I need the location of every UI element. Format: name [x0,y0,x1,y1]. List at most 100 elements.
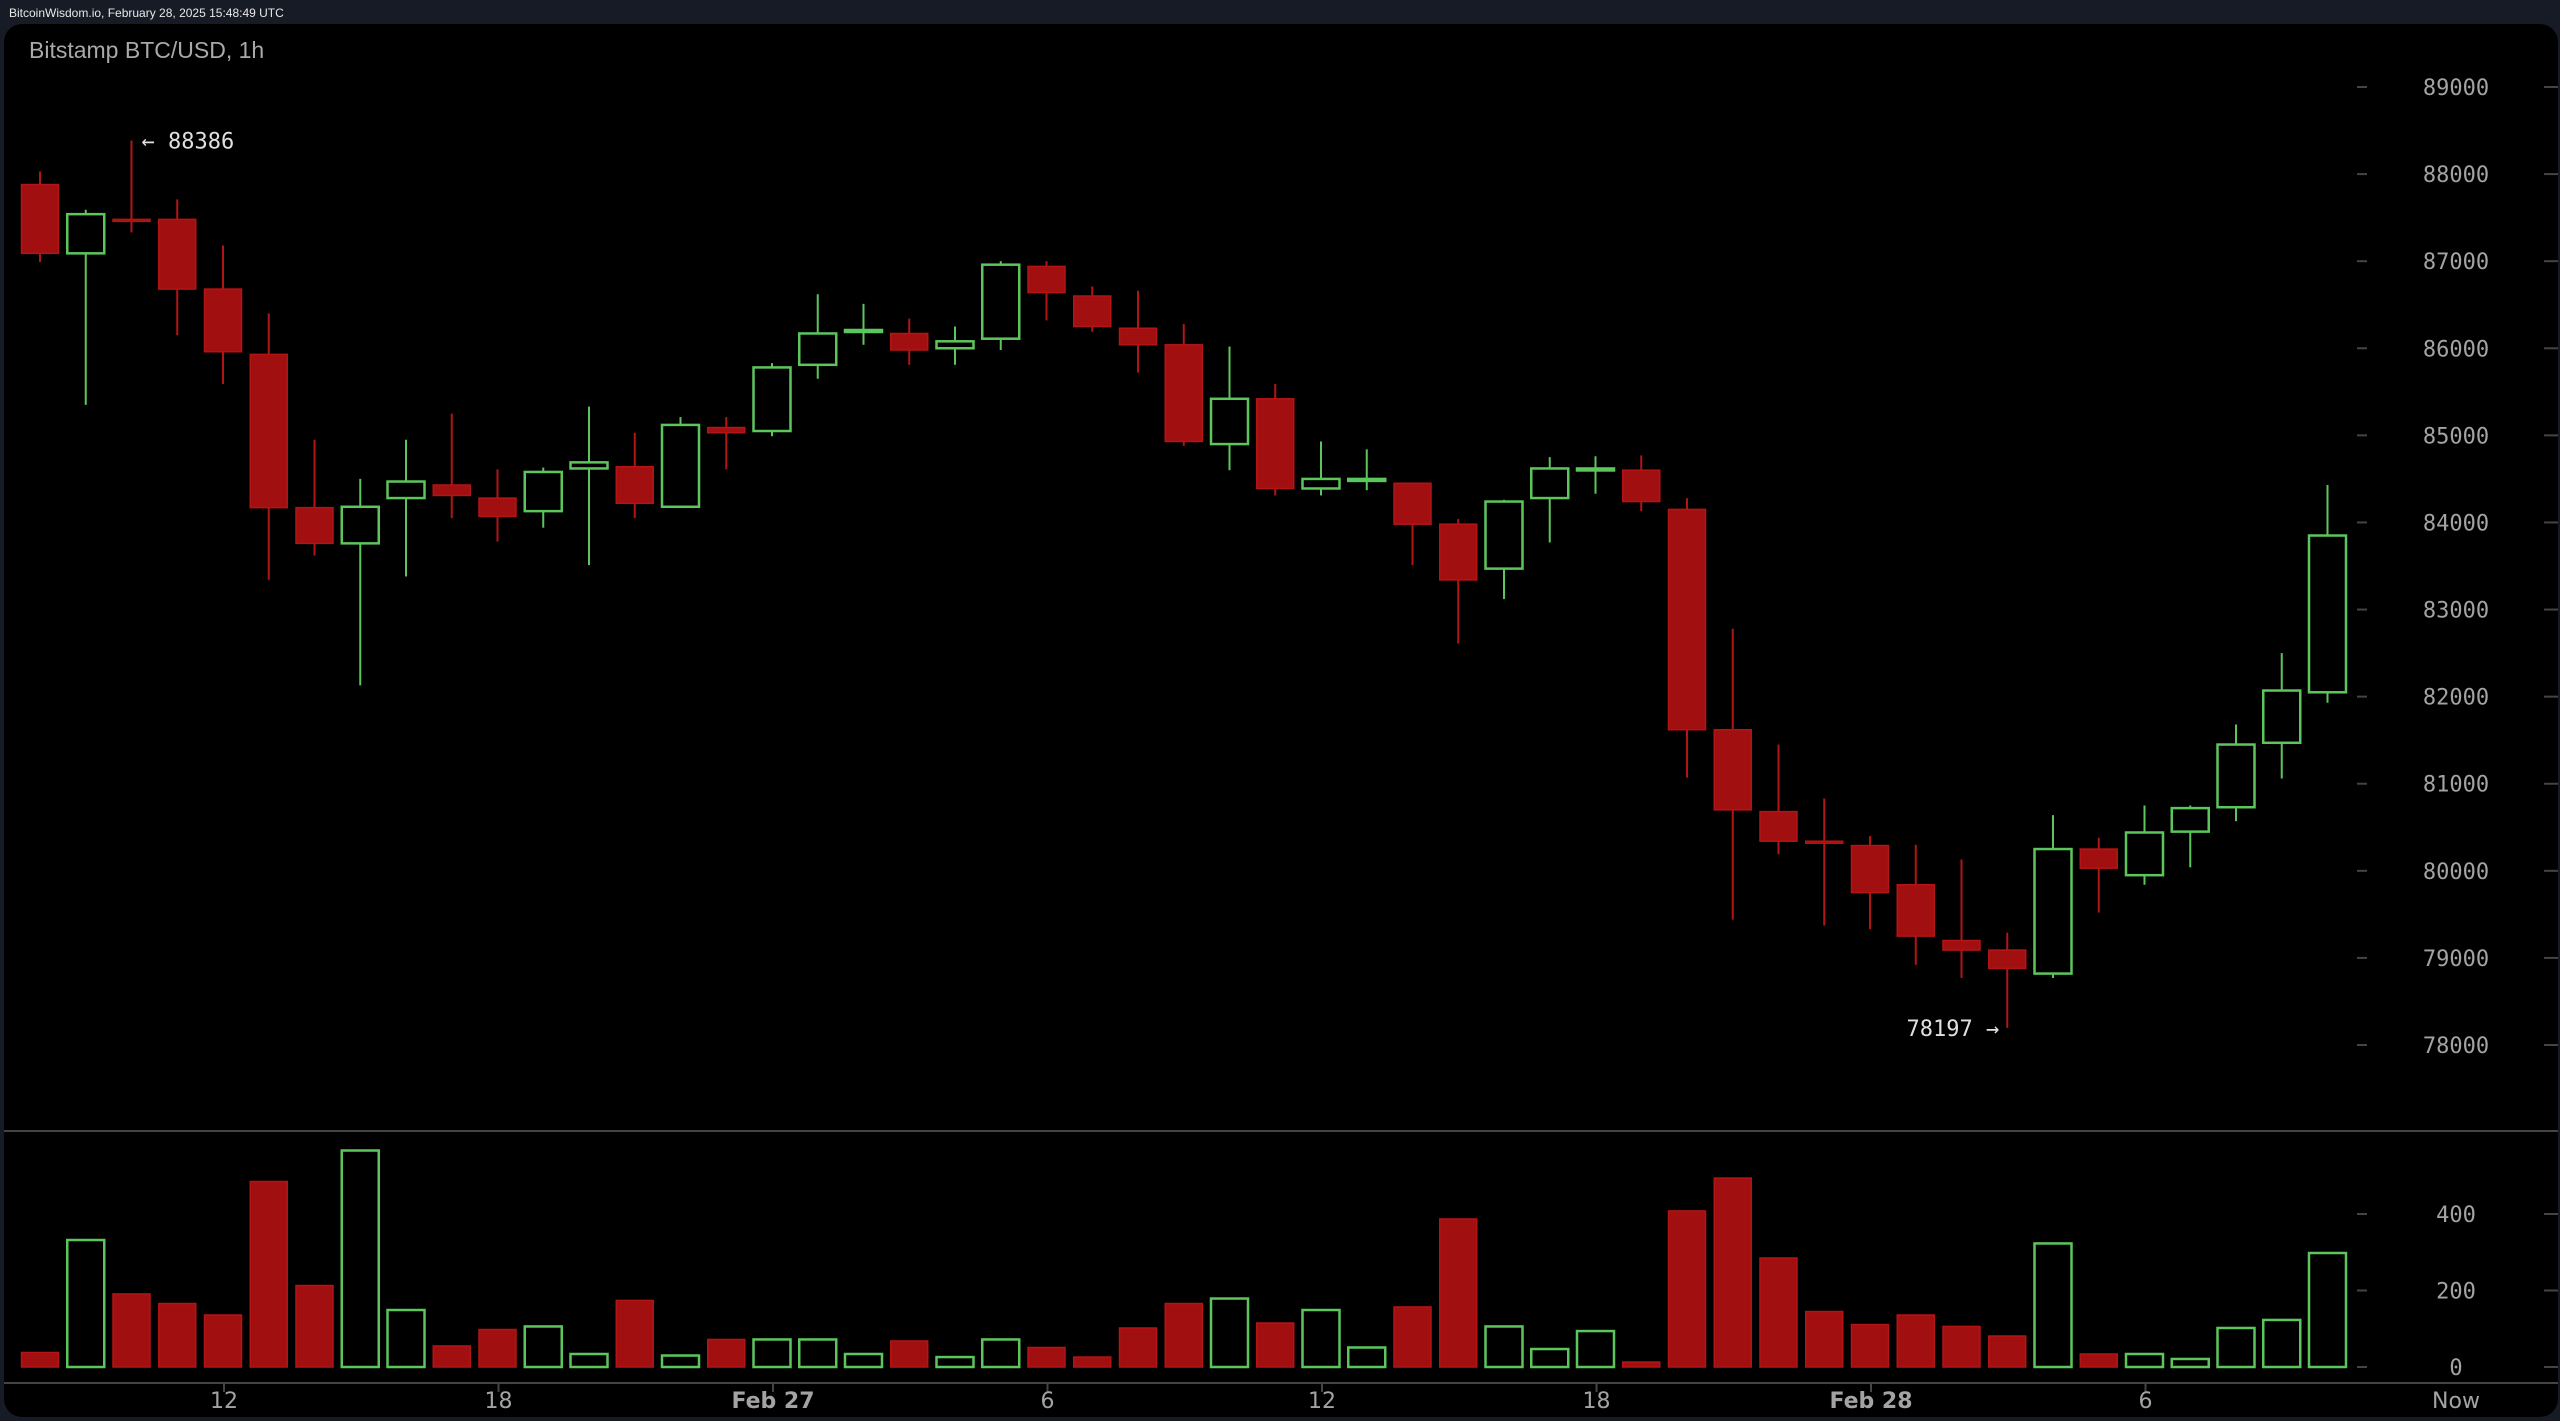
candle-down[interactable] [1622,455,1661,512]
volume-bar-up[interactable] [660,1354,701,1369]
candle-down[interactable] [890,318,929,365]
candle-up[interactable] [935,326,975,365]
candle-down[interactable] [1393,482,1432,566]
candle-up[interactable] [843,303,884,345]
volume-bar-down[interactable] [1759,1257,1798,1368]
candle-up[interactable] [523,467,563,528]
candle-down[interactable] [1759,744,1798,855]
candle-down[interactable] [1805,798,1844,926]
volume-bar-down[interactable] [1393,1306,1432,1368]
candle-down[interactable] [432,413,471,519]
candle-down[interactable] [1027,261,1066,321]
volume-bar-up[interactable] [981,1338,1021,1369]
volume-bar-up[interactable] [2262,1318,2302,1369]
candle-down[interactable] [1118,290,1158,373]
candle-up[interactable] [752,363,792,437]
candle-up[interactable] [1575,456,1616,494]
candlestick-chart[interactable]: 89000 88000 87000 86000 85000 84000 83000 82000… [4,24,2558,1417]
candle-down[interactable] [1896,844,1935,965]
candle-up[interactable] [386,439,426,577]
candle-down[interactable] [249,313,288,580]
volume-bar-down[interactable] [112,1293,151,1368]
candle-down[interactable] [112,140,151,233]
candle-down[interactable] [615,432,654,519]
volume-bar-down[interactable] [1850,1323,1890,1368]
volume-bar-down[interactable] [1667,1210,1707,1368]
candle-up[interactable] [66,209,106,405]
volume-bar-up[interactable] [1484,1325,1524,1369]
volume-bar-up[interactable] [569,1352,609,1369]
volume-bar-down[interactable] [1805,1310,1844,1368]
candle-up[interactable] [340,478,380,686]
candle-down[interactable] [2079,837,2118,913]
candle-up[interactable] [2216,724,2256,822]
volume-bar-down[interactable] [890,1340,929,1368]
candle-up[interactable] [1301,441,1341,496]
volume-bar-up[interactable] [752,1338,792,1369]
volume-bar-up[interactable] [2170,1357,2210,1369]
volume-bar-up[interactable] [843,1352,884,1369]
volume-bar-down[interactable] [1256,1322,1295,1368]
volume-bar-down[interactable] [249,1180,288,1368]
volume-bar-up[interactable] [1530,1347,1570,1369]
volume-bar-down[interactable] [2079,1353,2118,1368]
volume-bar-down[interactable] [432,1345,471,1368]
candle-up[interactable] [1530,457,1570,543]
candle-down[interactable] [295,439,334,556]
volume-bar-up[interactable] [1347,1346,1387,1369]
volume-bar-up[interactable] [935,1355,975,1369]
candle-up[interactable] [2307,485,2348,703]
volume-bar-down[interactable] [478,1328,517,1368]
volume-bar-up[interactable] [1209,1297,1250,1369]
volume-bar-up[interactable] [66,1238,106,1369]
volume-bar-down[interactable] [1073,1356,1112,1368]
candle-up[interactable] [660,417,701,509]
volume-bar-down[interactable] [1439,1218,1478,1368]
volume-bar-down[interactable] [295,1284,334,1368]
candle-up[interactable] [1209,346,1250,471]
volume-bar-down[interactable] [1713,1177,1752,1368]
volume-bar-up[interactable] [386,1308,426,1369]
volume-bar-up[interactable] [2216,1326,2256,1369]
volume-bar-up[interactable] [1575,1329,1616,1369]
candle-up[interactable] [2262,653,2302,779]
candle-up[interactable] [1484,499,1524,600]
volume-bar-down[interactable] [1164,1302,1203,1368]
candle-down[interactable] [1073,286,1112,332]
candle-up[interactable] [1347,449,1387,491]
volume-bar-down[interactable] [1118,1327,1158,1368]
volume-bar-down[interactable] [1942,1325,1981,1368]
candle-up[interactable] [569,406,609,566]
candle-up[interactable] [2033,815,2073,978]
volume-bar-down[interactable] [1622,1361,1661,1368]
candle-down[interactable] [1164,323,1203,446]
candle-up[interactable] [798,294,838,379]
candle-up[interactable] [2170,805,2210,868]
volume-bar-up[interactable] [798,1338,838,1369]
volume-bar-down[interactable] [615,1299,654,1368]
candle-down[interactable] [1256,383,1295,496]
candle-down[interactable] [1942,859,1981,978]
candle-down[interactable] [1667,498,1707,778]
volume-bar-up[interactable] [2033,1242,2073,1369]
candle-down[interactable] [1713,628,1752,920]
volume-bar-down[interactable] [158,1302,197,1368]
volume-bar-down[interactable] [203,1314,243,1368]
candle-up[interactable] [981,261,1021,351]
candle-down[interactable] [158,199,197,336]
volume-bar-up[interactable] [2307,1251,2348,1369]
volume-bar-up[interactable] [1301,1308,1341,1369]
volume-bar-up[interactable] [2124,1352,2165,1369]
volume-bar-down[interactable] [1988,1335,2027,1368]
volume-bar-up[interactable] [340,1149,380,1369]
candle-down[interactable] [1850,835,1890,930]
volume-bar-down[interactable] [1027,1346,1066,1368]
candle-down[interactable] [20,171,60,263]
volume-bar-up[interactable] [523,1325,563,1369]
volume-bar-down[interactable] [707,1338,746,1368]
volume-bar-down[interactable] [20,1351,60,1368]
candle-down[interactable] [1439,518,1478,644]
candle-down[interactable] [1988,932,2027,1028]
candle-up[interactable] [2124,805,2165,885]
candle-down[interactable] [707,417,746,470]
